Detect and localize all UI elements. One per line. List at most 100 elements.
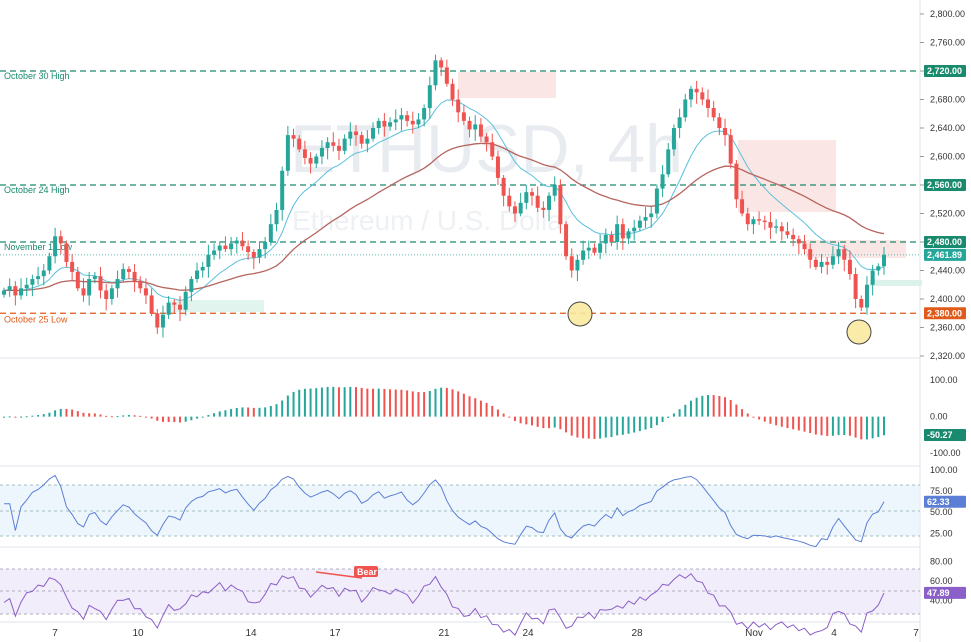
candle-body[interactable] bbox=[671, 128, 676, 150]
candle-body[interactable] bbox=[706, 99, 710, 109]
candlestick-series[interactable] bbox=[2, 54, 886, 338]
candle-body[interactable] bbox=[172, 302, 177, 305]
candle-body[interactable] bbox=[632, 227, 637, 232]
candle-body[interactable] bbox=[740, 199, 745, 214]
candle-body[interactable] bbox=[115, 279, 120, 289]
candle-body[interactable] bbox=[791, 234, 796, 240]
candle-body[interactable] bbox=[478, 124, 483, 137]
candle-body[interactable] bbox=[81, 288, 86, 296]
candle-body[interactable] bbox=[694, 88, 699, 93]
candle-body[interactable] bbox=[552, 185, 557, 196]
candle-body[interactable] bbox=[495, 156, 500, 178]
candle-body[interactable] bbox=[649, 213, 654, 218]
candle-body[interactable] bbox=[325, 142, 330, 148]
candle-body[interactable] bbox=[683, 99, 688, 118]
candle-body[interactable] bbox=[36, 276, 41, 280]
candle-body[interactable] bbox=[149, 295, 154, 314]
candle-body[interactable] bbox=[308, 157, 313, 164]
candle-body[interactable] bbox=[518, 202, 523, 214]
candle-body[interactable] bbox=[195, 270, 200, 280]
candle-body[interactable] bbox=[575, 259, 580, 271]
candle-body[interactable] bbox=[229, 243, 234, 250]
candle-body[interactable] bbox=[382, 120, 387, 127]
candle-body[interactable] bbox=[109, 288, 114, 299]
candle-body[interactable] bbox=[416, 119, 421, 125]
candle-body[interactable] bbox=[700, 92, 705, 100]
candle-body[interactable] bbox=[13, 286, 18, 296]
candle-body[interactable] bbox=[2, 290, 6, 295]
candle-body[interactable] bbox=[819, 261, 824, 267]
candle-body[interactable] bbox=[507, 195, 512, 207]
candle-body[interactable] bbox=[274, 209, 279, 225]
candle-body[interactable] bbox=[200, 266, 205, 271]
candle-body[interactable] bbox=[654, 188, 659, 214]
candle-body[interactable] bbox=[586, 247, 591, 251]
candle-body[interactable] bbox=[393, 119, 398, 123]
candle-body[interactable] bbox=[427, 85, 432, 109]
candle-body[interactable] bbox=[473, 124, 478, 130]
candle-body[interactable] bbox=[291, 135, 296, 139]
candle-body[interactable] bbox=[757, 219, 762, 221]
candle-body[interactable] bbox=[178, 304, 182, 310]
candle-body[interactable] bbox=[456, 99, 461, 113]
candle-body[interactable] bbox=[723, 128, 728, 136]
candle-body[interactable] bbox=[314, 156, 319, 164]
candle-body[interactable] bbox=[70, 261, 75, 272]
candle-body[interactable] bbox=[92, 276, 97, 280]
candle-body[interactable] bbox=[734, 163, 739, 200]
candle-body[interactable] bbox=[467, 120, 472, 130]
candle-body[interactable] bbox=[774, 226, 779, 228]
candle-body[interactable] bbox=[825, 261, 830, 265]
candle-body[interactable] bbox=[620, 224, 625, 239]
candle-body[interactable] bbox=[121, 269, 126, 280]
candle-body[interactable] bbox=[808, 249, 813, 260]
candle-body[interactable] bbox=[728, 135, 733, 164]
candle-body[interactable] bbox=[439, 60, 444, 68]
candle-body[interactable] bbox=[711, 108, 716, 118]
candle-body[interactable] bbox=[104, 290, 109, 299]
candle-body[interactable] bbox=[41, 270, 46, 277]
candle-body[interactable] bbox=[524, 192, 529, 203]
candle-body[interactable] bbox=[688, 88, 693, 100]
candle-body[interactable] bbox=[847, 259, 852, 275]
candle-body[interactable] bbox=[98, 276, 103, 291]
candle-body[interactable] bbox=[484, 136, 489, 143]
candle-body[interactable] bbox=[212, 250, 217, 255]
candle-body[interactable] bbox=[864, 284, 869, 308]
candle-body[interactable] bbox=[830, 256, 835, 265]
candle-body[interactable] bbox=[796, 239, 801, 244]
candle-body[interactable] bbox=[336, 145, 341, 151]
candle-body[interactable] bbox=[433, 60, 438, 86]
candle-body[interactable] bbox=[319, 147, 324, 157]
candle-body[interactable] bbox=[53, 236, 58, 257]
candle-body[interactable] bbox=[166, 302, 171, 315]
candle-body[interactable] bbox=[501, 177, 506, 196]
candle-body[interactable] bbox=[598, 243, 603, 253]
candle-body[interactable] bbox=[615, 224, 620, 242]
candle-body[interactable] bbox=[564, 224, 569, 257]
candle-body[interactable] bbox=[234, 240, 239, 244]
candle-body[interactable] bbox=[785, 231, 790, 235]
candle-body[interactable] bbox=[444, 67, 449, 84]
candle-body[interactable] bbox=[143, 288, 148, 296]
time-axis[interactable]: 7 10 14 17 21 24 28 Nov 4 7 bbox=[52, 628, 919, 639]
candle-body[interactable] bbox=[19, 288, 24, 296]
candle-body[interactable] bbox=[376, 120, 381, 128]
candle-body[interactable] bbox=[359, 135, 364, 144]
candle-body[interactable] bbox=[138, 281, 143, 289]
candle-body[interactable] bbox=[297, 138, 302, 150]
candle-body[interactable] bbox=[603, 234, 608, 244]
candle-body[interactable] bbox=[859, 299, 864, 308]
candle-body[interactable] bbox=[285, 135, 290, 171]
candle-body[interactable] bbox=[490, 142, 495, 157]
candle-body[interactable] bbox=[842, 249, 847, 260]
candle-body[interactable] bbox=[217, 245, 222, 251]
candle-body[interactable] bbox=[422, 108, 427, 120]
candle-body[interactable] bbox=[768, 222, 773, 228]
candle-body[interactable] bbox=[666, 149, 671, 175]
candle-body[interactable] bbox=[547, 195, 552, 210]
candle-body[interactable] bbox=[569, 256, 574, 271]
candle-body[interactable] bbox=[348, 131, 353, 139]
candle-body[interactable] bbox=[399, 115, 404, 120]
